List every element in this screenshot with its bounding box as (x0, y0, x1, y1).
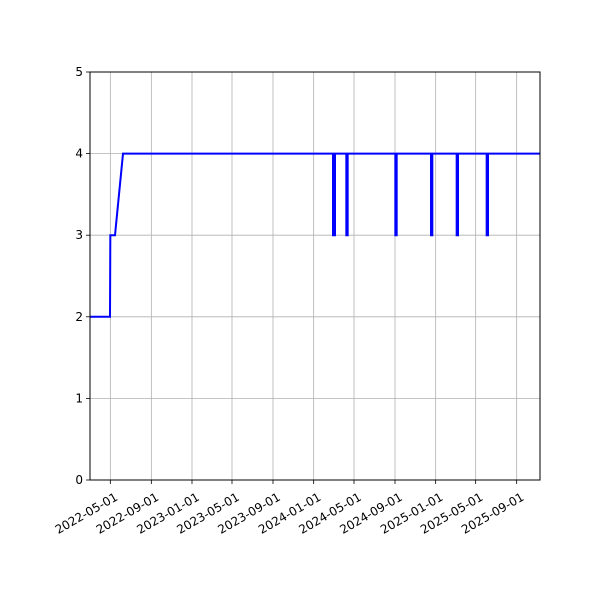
plot-area (90, 72, 540, 480)
series-layer (90, 152, 540, 318)
y-tick-label: 4 (75, 147, 83, 161)
y-tick-label: 2 (75, 310, 83, 324)
y-tick-label: 3 (75, 228, 83, 242)
grid (90, 71, 540, 481)
series-line-0 (90, 152, 540, 318)
y-axis: 0 1 2 3 4 5 (75, 65, 90, 487)
y-tick-label: 5 (75, 65, 83, 79)
y-tick-label: 0 (75, 473, 83, 487)
y-tick-label: 1 (75, 391, 83, 405)
plot-frame (89, 71, 541, 481)
